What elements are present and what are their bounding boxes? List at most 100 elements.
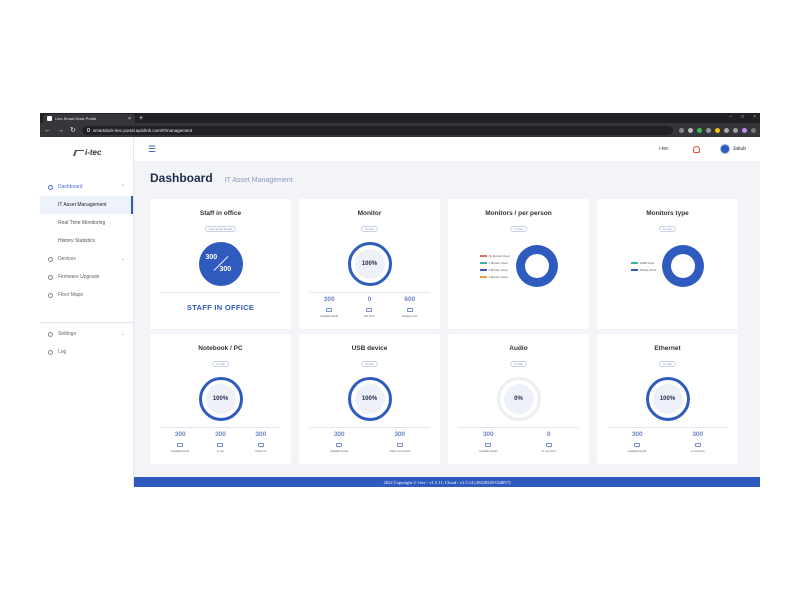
divider <box>160 427 281 428</box>
puzzle-icon[interactable] <box>724 127 729 133</box>
chevron-down-icon: ⌄ <box>120 256 125 262</box>
usage-percent: 100% <box>354 249 385 279</box>
avatar[interactable] <box>719 144 730 154</box>
staff-count-circle: 300 300 <box>198 242 243 286</box>
extension-icon[interactable] <box>697 127 702 133</box>
staff-count-value: 300 <box>205 254 218 261</box>
browser-tab[interactable]: i-tec Smart Dock Portal × <box>43 114 135 123</box>
legend-item[interactable]: Display Ports <box>630 268 656 272</box>
donut-hole <box>671 254 696 278</box>
new-tab-icon[interactable]: + <box>139 115 144 122</box>
legend-swatch <box>630 261 638 264</box>
usage-ring: 100% <box>198 377 243 421</box>
profile-icon[interactable] <box>742 127 747 133</box>
usage-percent: 100% <box>354 384 385 414</box>
divider <box>458 427 579 428</box>
app: i-tec Dashboard ⌃ IT Asset Management Re… <box>40 137 760 487</box>
donut-chart[interactable] <box>515 245 558 287</box>
sidebar-item-it-asset-management[interactable]: IT Asset Management <box>40 196 133 214</box>
stat-available-docks: 300 Available Docks <box>309 296 349 318</box>
card-title: Monitor <box>357 210 382 217</box>
notification-bell-icon[interactable] <box>692 145 700 153</box>
sidebar-item-devices[interactable]: Devices ⌄ <box>40 250 133 268</box>
card-title: Monitors / per person <box>485 210 552 217</box>
card-audio: Audio In Use 0% 300 Available Docks 0 In u… <box>448 334 589 464</box>
legend-swatch <box>630 268 638 271</box>
stat-label: Idle Ports <box>364 315 375 318</box>
stat-label: Available Docks <box>479 450 498 453</box>
reload-icon[interactable]: ↻ <box>70 127 76 134</box>
card-badge: In Use <box>659 226 676 232</box>
legend-item[interactable]: 3 Monitor Used <box>479 274 510 279</box>
dock-icon <box>326 308 333 312</box>
stat-available-docks: 300 Available Docks <box>468 431 508 453</box>
stat-in-use-ports: 300 In use Ports <box>678 431 718 453</box>
card-title: Ethernet <box>654 345 681 352</box>
logo-text: i-tec <box>85 148 102 157</box>
sidebar-item-real-time-monitoring[interactable]: Real Time Monitoring <box>58 220 106 226</box>
page-subtitle: IT Asset Management <box>224 177 293 184</box>
close-window-icon[interactable]: × <box>753 114 756 120</box>
sidebar-item-floor-maps[interactable]: Floor Maps <box>40 286 133 304</box>
legend-label: 3 Monitor Used <box>488 274 508 279</box>
usage-ring: 100% <box>347 242 392 286</box>
legend-item[interactable]: 2 Monitor Used <box>479 268 510 272</box>
sidebar-item-history-statistics[interactable]: History Statistics <box>58 238 95 244</box>
sidebar: i-tec Dashboard ⌃ IT Asset Management Re… <box>40 137 134 487</box>
chevron-down-icon: ⌄ <box>120 331 125 337</box>
sidebar-item-label: Floor Maps <box>58 292 84 298</box>
extension-icon[interactable] <box>715 127 720 133</box>
card-title: Notebook / PC <box>198 345 243 352</box>
stat-usb-in-use: 300 USB in use Docks <box>380 431 420 453</box>
card-stats: 300 Available Docks 300 USB in use Docks <box>299 428 440 453</box>
menu-icon[interactable] <box>751 127 756 133</box>
url-field[interactable]: smartdock-itec.portal.apiolink.com/#/man… <box>81 125 673 135</box>
minimize-icon[interactable]: – <box>729 114 733 120</box>
chart-legend: No Monitor Used 1 Monitor Used 2 Monitor… <box>479 253 510 279</box>
devices-icon <box>48 256 53 262</box>
close-tab-icon[interactable]: × <box>128 115 131 122</box>
page-header: Dashboard IT Asset Management <box>150 171 744 191</box>
legend-label: 1 Monitor Used <box>488 260 508 265</box>
sidebar-item-log[interactable]: Log <box>40 343 133 361</box>
legend-label: No Monitor Used <box>488 253 510 258</box>
user-menu[interactable]: Jakub <box>732 146 746 152</box>
stat-value: 600 <box>404 296 416 303</box>
extension-icon[interactable] <box>706 127 711 133</box>
logo[interactable]: i-tec <box>40 137 133 168</box>
back-icon[interactable]: ← <box>44 126 51 134</box>
card-title: USB device <box>351 345 388 352</box>
legend-item[interactable]: No Monitor Used <box>479 253 510 258</box>
dock-icon <box>177 443 184 447</box>
maximize-icon[interactable]: □ <box>741 114 745 120</box>
sidebar-item-dashboard[interactable]: Dashboard ⌃ <box>40 178 133 196</box>
donut-chart[interactable] <box>662 245 705 287</box>
forward-icon[interactable]: → <box>57 126 64 134</box>
sidepanel-icon[interactable] <box>733 127 738 133</box>
stat-value: 300 <box>394 431 406 438</box>
sidebar-item-firmware-upgrade[interactable]: Firmware Upgrade <box>40 268 133 286</box>
legend-item[interactable]: HDMI Ports <box>630 261 656 265</box>
card-badge: In Use <box>361 361 378 367</box>
stat-label: In use Ports <box>541 450 556 453</box>
stat-label: In use <box>216 450 225 453</box>
share-icon[interactable] <box>679 127 684 133</box>
chart-area: HDMI Ports Display Ports <box>597 245 738 287</box>
sidebar-item-settings[interactable]: Settings ⌄ <box>40 325 133 343</box>
stat-label: Display ports <box>402 315 418 318</box>
swap-icon <box>217 443 224 447</box>
card-staff-in-office: Staff in office Connected Docks 300 300 … <box>150 199 291 329</box>
card-monitor: Monitor In Use 100% 300 Available Docks 0… <box>299 199 440 329</box>
usage-percent: 100% <box>652 384 683 414</box>
usage-ring: 0% <box>496 377 541 421</box>
sidebar-item-label: Firmware Upgrade <box>58 274 100 280</box>
collapse-menu-icon[interactable]: ☰ <box>148 143 157 154</box>
staff-in-office-label: STAFF IN OFFICE <box>186 303 255 312</box>
card-stats: 300 Available Docks 0 In use Ports <box>448 428 589 453</box>
card-title: Staff in office <box>199 210 242 217</box>
star-icon[interactable] <box>688 127 693 133</box>
swap-icon <box>396 443 403 447</box>
legend-item[interactable]: 1 Monitor Used <box>479 260 510 265</box>
page-title: Dashboard <box>150 171 213 185</box>
stat-label: Available Docks <box>170 450 190 453</box>
